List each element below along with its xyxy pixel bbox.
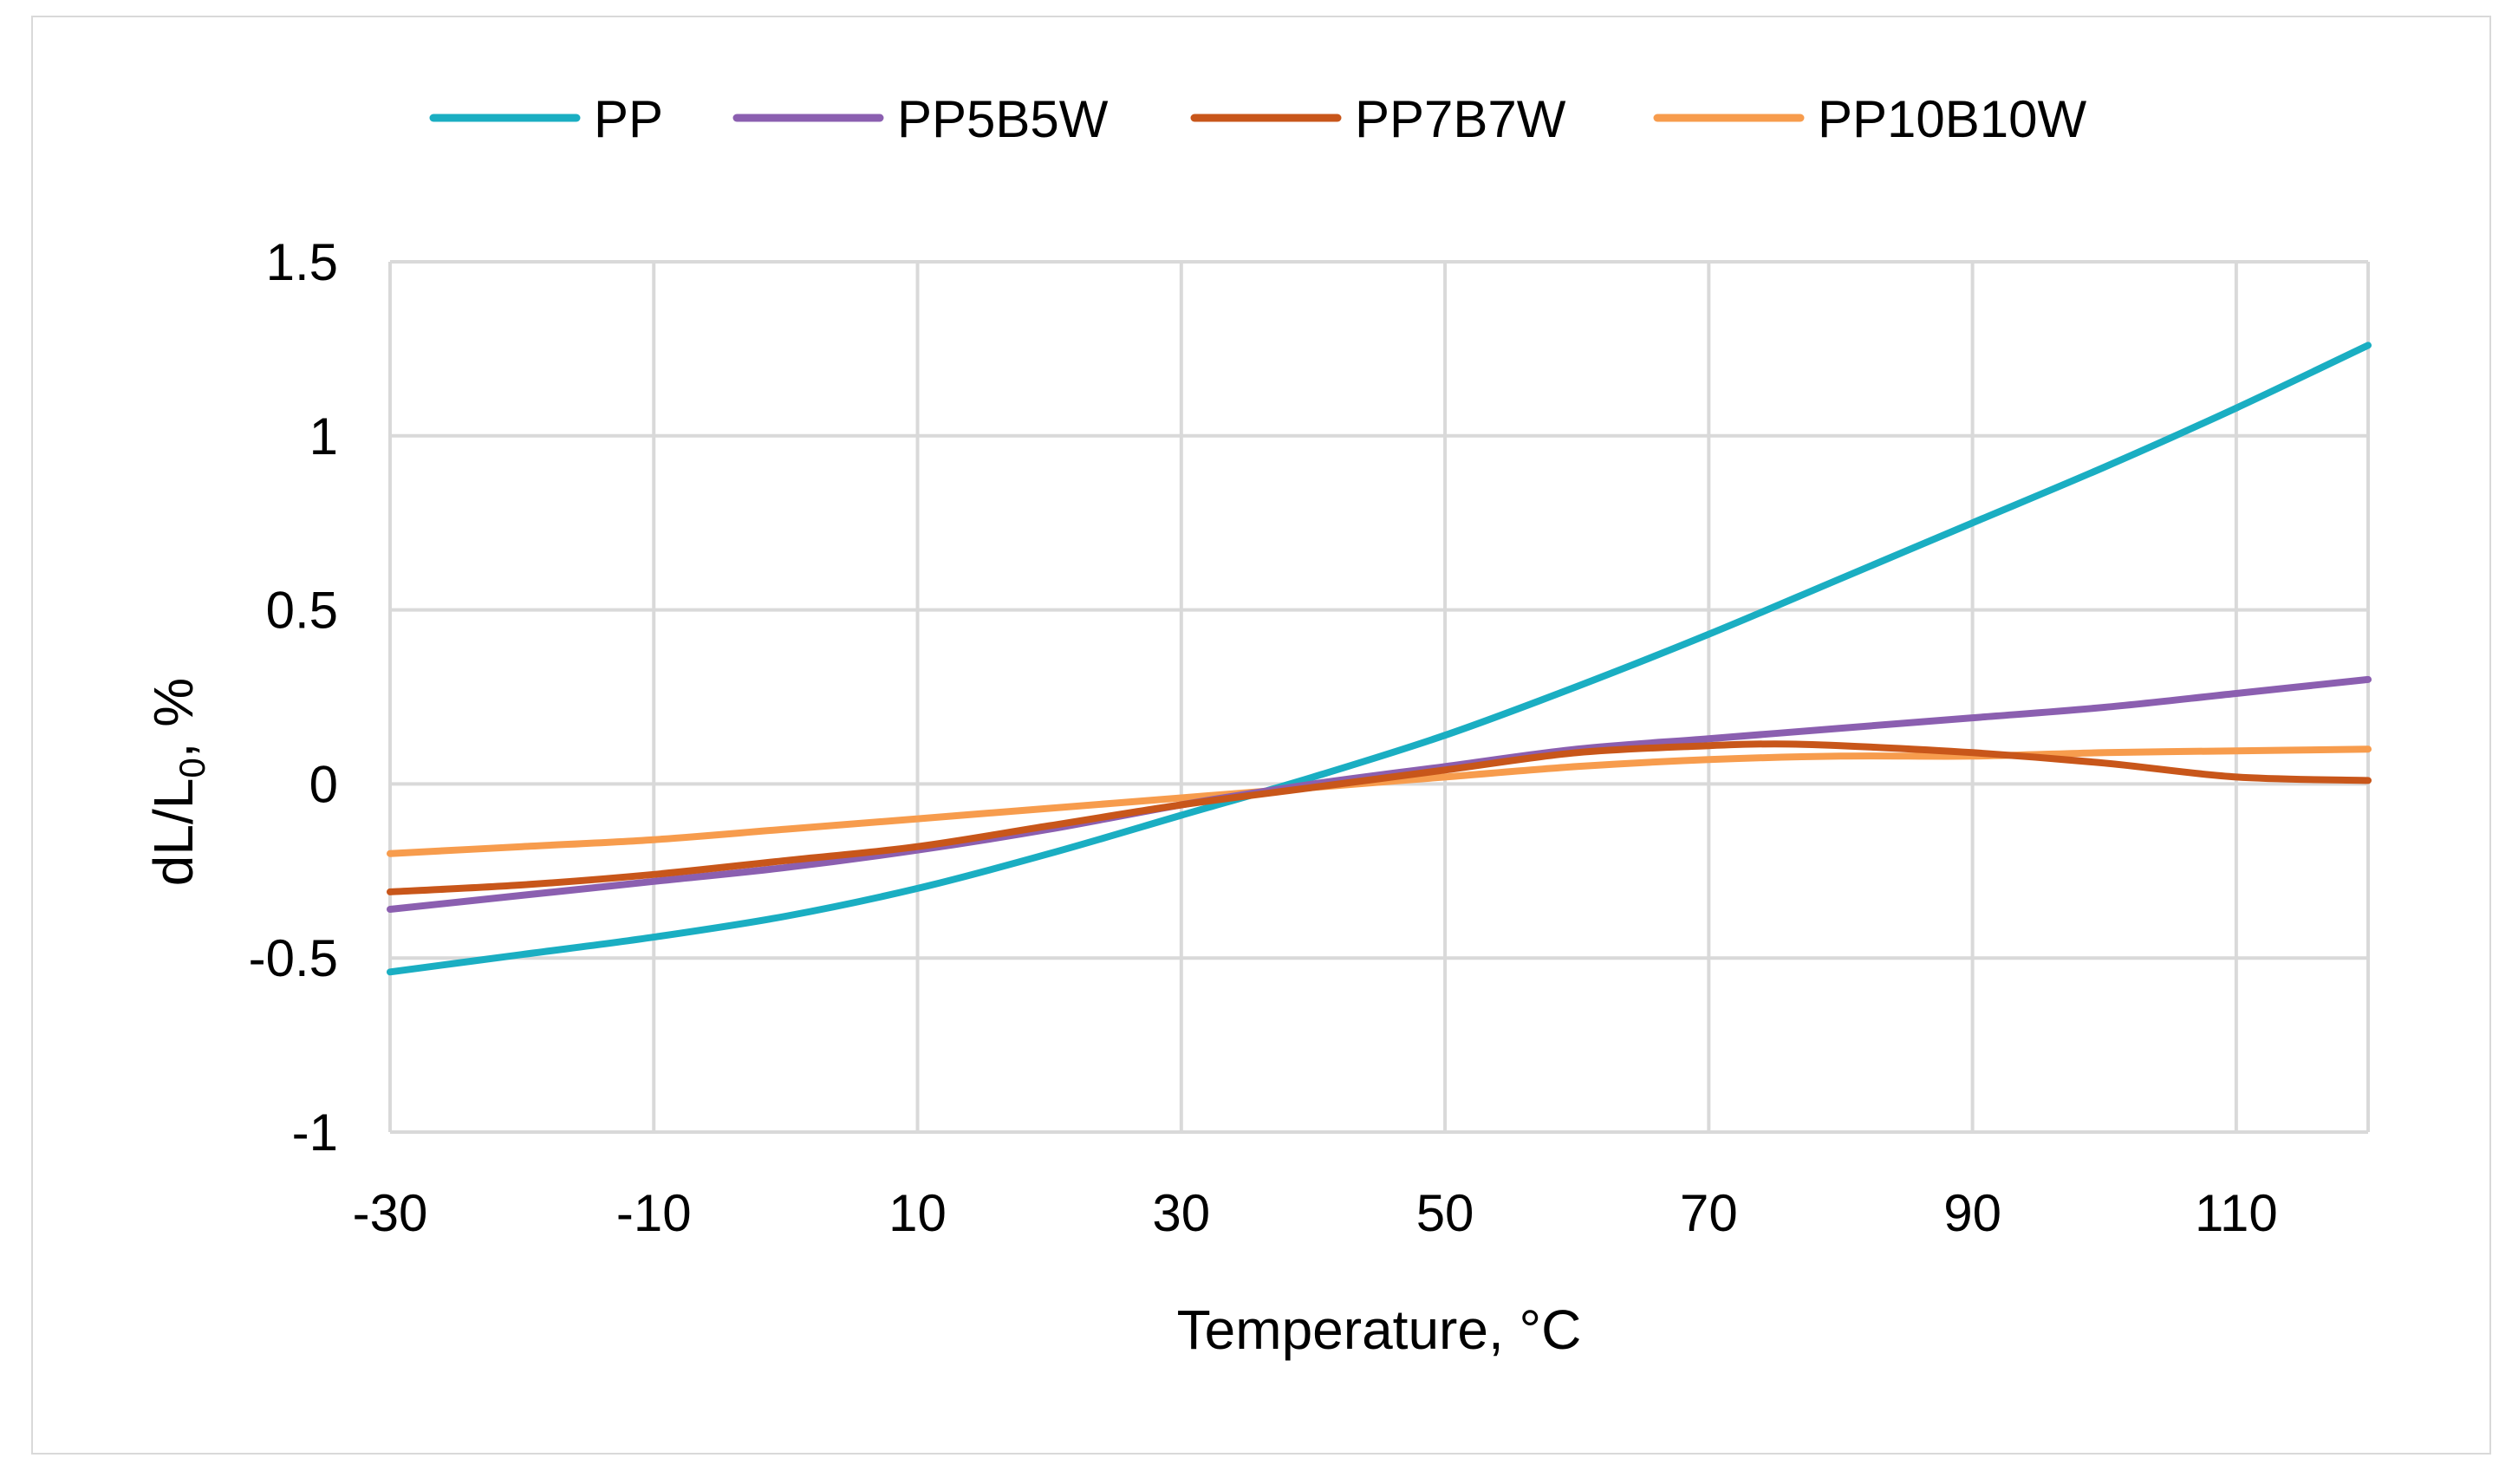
legend-label-pp7b7w: PP7B7W <box>1355 90 1566 148</box>
grid <box>388 260 2370 1134</box>
y-tick-label-0: -1 <box>292 1103 338 1162</box>
series-line-pp5b5w <box>387 675 2372 913</box>
y-axis-title-suffix: , % <box>142 678 205 758</box>
legend-label-pp: PP <box>594 90 663 148</box>
x-tick-label-7: 110 <box>2195 1184 2278 1242</box>
series-line-pp10b10w <box>387 745 2372 857</box>
x-tick-label-1: -10 <box>616 1184 692 1242</box>
x-tick-label-2: 10 <box>888 1184 947 1242</box>
series-line-pp <box>387 342 2372 976</box>
y-tick-label-1: -0.5 <box>249 929 338 987</box>
x-tick-label-0: -30 <box>353 1184 428 1242</box>
y-tick-label-2: 0 <box>309 755 338 813</box>
x-tick-label-3: 30 <box>1152 1184 1210 1242</box>
y-axis-title-subscript: 0 <box>172 758 212 778</box>
y-tick-label-5: 1.5 <box>266 233 338 291</box>
legend-label-pp5b5w: PP5B5W <box>897 90 1109 148</box>
x-tick-label-5: 70 <box>1680 1184 1738 1242</box>
series-line-pp7b7w <box>387 740 2372 895</box>
legend-label-pp10b10w: PP10B10W <box>1818 90 2087 148</box>
x-tick-label-4: 50 <box>1416 1184 1474 1242</box>
chart-frame <box>31 16 2491 1455</box>
x-axis-ticks: -30 -10 10 30 50 70 90 110 <box>353 1184 2278 1242</box>
y-axis-title: dL/L0, % <box>142 678 212 886</box>
y-axis-ticks: -1 -0.5 0 0.5 1 1.5 <box>249 233 338 1162</box>
x-axis-title: Temperature, °C <box>1177 1298 1582 1361</box>
y-tick-label-3: 0.5 <box>266 582 338 640</box>
y-axis-title-main: dL/L <box>142 778 205 887</box>
y-tick-label-4: 1 <box>309 407 338 465</box>
series-lines <box>387 342 2372 976</box>
legend: PP PP5B5W PP7B7W PP10B10W <box>429 90 2087 148</box>
x-tick-label-6: 90 <box>1943 1184 2001 1242</box>
